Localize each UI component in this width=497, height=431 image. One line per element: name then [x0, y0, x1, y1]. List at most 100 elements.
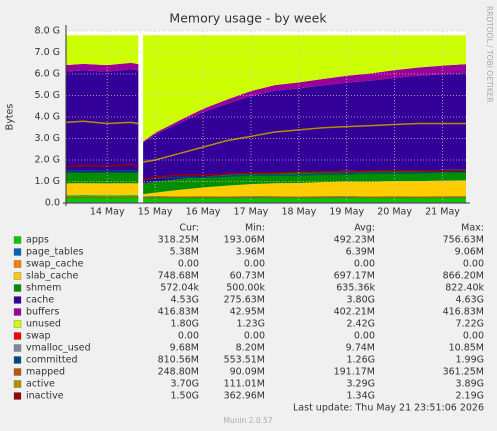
legend-value: 9.06M	[455, 247, 484, 258]
legend-swatch	[13, 296, 22, 304]
y-tick-label: 2.0 G	[35, 155, 61, 166]
legend-value: 3.89G	[455, 379, 484, 390]
watermark: RRDTOOL / TOBI OETIKER	[485, 6, 494, 103]
legend-value: 111.01M	[224, 379, 265, 390]
legend-value: 1.34G	[346, 391, 375, 402]
area-buffers	[66, 62, 466, 143]
legend-value: 361.25M	[443, 367, 484, 378]
legend-value: 822.40k	[445, 283, 484, 294]
legend-value: 416.83M	[158, 307, 199, 318]
x-tick-label: 20 May	[377, 207, 412, 218]
legend-value: 0.00	[178, 259, 199, 270]
legend-label: slab_cache	[26, 271, 78, 282]
y-tick-label: 4.0 G	[35, 112, 61, 123]
legend-value: 5.38M	[170, 247, 199, 258]
legend-value: 3.29G	[346, 379, 375, 390]
legend-value: 697.17M	[334, 271, 375, 282]
legend-value: 0.00	[178, 331, 199, 342]
legend-value: 810.56M	[158, 355, 199, 366]
legend-value: 275.63M	[224, 295, 265, 306]
legend-swatch	[13, 392, 22, 400]
legend-value: 3.70G	[170, 379, 199, 390]
legend-swatch	[13, 272, 22, 280]
legend-value: 500.00k	[226, 283, 265, 294]
legend-value: 2.19G	[455, 391, 484, 402]
legend-value: 6.39M	[346, 247, 375, 258]
x-tick-label: 17 May	[234, 207, 269, 218]
legend-value: 193.06M	[224, 235, 265, 246]
y-tick-label: 8.0 G	[35, 26, 61, 37]
legend-value: 1.50G	[170, 391, 199, 402]
legend-label: mapped	[26, 367, 65, 378]
legend-label: shmem	[26, 283, 61, 294]
legend-swatch	[13, 380, 22, 388]
legend-value: 60.73M	[230, 271, 265, 282]
legend-value: 3.80G	[346, 295, 375, 306]
legend-swatch	[13, 332, 22, 340]
legend-label: page_tables	[26, 247, 84, 258]
legend: Cur: Min: Avg: Max: apps 318.25M 193.06M 492.23…	[13, 223, 484, 402]
legend-value: 9.74M	[346, 343, 375, 354]
legend-swatch	[13, 260, 22, 268]
legend-value: 572.04k	[160, 283, 199, 294]
legend-swatch	[13, 344, 22, 352]
legend-column-header: Min:	[245, 223, 265, 234]
legend-column-header: Max:	[461, 223, 484, 234]
legend-value: 0.00	[354, 331, 375, 342]
legend-label: swap	[26, 331, 51, 342]
legend-value: 362.96M	[224, 391, 265, 402]
x-tick-label: 16 May	[186, 207, 221, 218]
legend-value: 3.96M	[236, 247, 265, 258]
legend-swatch	[13, 248, 22, 256]
legend-value: 756.63M	[443, 235, 484, 246]
legend-value: 1.23G	[236, 319, 265, 330]
legend-swatch	[13, 236, 22, 244]
chart-title: Memory usage - by week	[169, 11, 327, 26]
legend-column-header: Cur:	[179, 223, 199, 234]
legend-value: 416.83M	[443, 307, 484, 318]
legend-swatch	[13, 308, 22, 316]
line-active	[65, 120, 466, 163]
legend-label: committed	[26, 355, 78, 366]
x-tick-label: 18 May	[281, 207, 316, 218]
y-tick-label: 5.0 G	[35, 90, 61, 101]
x-tick-label: 19 May	[329, 207, 364, 218]
legend-value: 0.00	[463, 331, 484, 342]
legend-value: 635.36k	[336, 283, 375, 294]
y-tick-label: 0.0	[45, 198, 60, 209]
legend-label: inactive	[26, 391, 64, 402]
legend-value: 4.53G	[170, 295, 199, 306]
x-tick-label: 15 May	[138, 207, 173, 218]
legend-label: apps	[26, 235, 49, 246]
legend-value: 248.80M	[158, 367, 199, 378]
plot	[65, 30, 466, 204]
legend-value: 866.20M	[443, 271, 484, 282]
legend-value: 0.00	[244, 259, 265, 270]
legend-value: 4.63G	[455, 295, 484, 306]
legend-swatch	[13, 284, 22, 292]
legend-label: swap_cache	[26, 259, 84, 270]
legend-value: 1.26G	[346, 355, 375, 366]
legend-swatch	[13, 368, 22, 376]
legend-value: 748.68M	[158, 271, 199, 282]
legend-value: 318.25M	[158, 235, 199, 246]
legend-label: buffers	[26, 307, 59, 318]
legend-swatch	[13, 356, 22, 364]
area-slab-cache	[66, 180, 466, 197]
legend-value: 9.68M	[170, 343, 199, 354]
legend-column-header: Avg:	[354, 223, 375, 234]
area-page-tables	[66, 195, 466, 197]
generator: Munin 2.0.57	[223, 416, 272, 425]
legend-label: unused	[26, 319, 61, 330]
legend-value: 42.95M	[230, 307, 265, 318]
y-tick-label: 7.0 G	[35, 47, 61, 58]
legend-label: cache	[26, 295, 54, 306]
legend-swatch	[13, 320, 22, 328]
legend-value: 1.80G	[170, 319, 199, 330]
x-tick-label: 21 May	[425, 207, 460, 218]
legend-value: 191.17M	[334, 367, 375, 378]
legend-label: vmalloc_used	[26, 343, 91, 354]
legend-value: 553.51M	[224, 355, 265, 366]
x-tick-label: 14 May	[90, 207, 125, 218]
